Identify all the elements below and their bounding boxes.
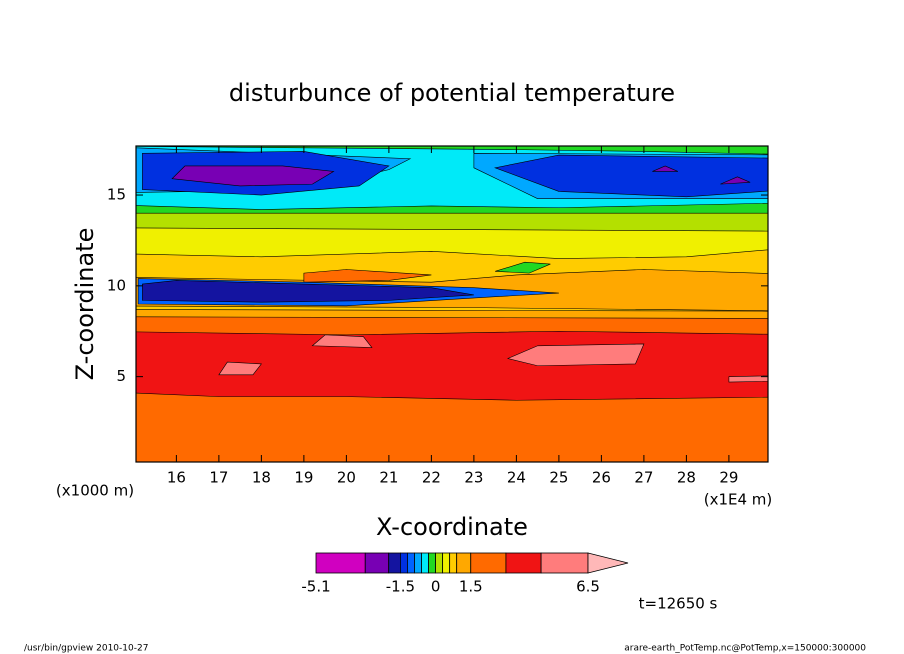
x-tick-label: 24 bbox=[507, 469, 526, 487]
colorbar-box bbox=[407, 552, 415, 574]
colorbar-label: 6.5 bbox=[576, 578, 600, 596]
y-tick-label: 15 bbox=[107, 186, 126, 204]
colorbar-box bbox=[364, 552, 390, 574]
y-tick-label: 10 bbox=[107, 276, 126, 294]
x-tick-label: 26 bbox=[592, 469, 611, 487]
contour-region bbox=[506, 343, 645, 367]
contour-region bbox=[136, 330, 768, 401]
footer-left: /usr/bin/gpview 2010-10-27 bbox=[24, 644, 148, 654]
colorbar-box bbox=[505, 552, 542, 574]
x-tick-label: 17 bbox=[209, 469, 228, 487]
colorbar-box bbox=[400, 552, 408, 574]
x-tick-label: 22 bbox=[422, 469, 441, 487]
contour-region bbox=[142, 280, 474, 303]
x-tick-label: 19 bbox=[294, 469, 313, 487]
colorbar-box bbox=[456, 552, 472, 574]
x-tick-label: 28 bbox=[677, 469, 696, 487]
y-tick-label: 5 bbox=[116, 367, 126, 385]
x-axis-label: X-coordinate bbox=[376, 513, 528, 541]
contour-region bbox=[495, 261, 551, 274]
x-tick-label: 20 bbox=[337, 469, 356, 487]
y-axis-label: Z-coordinate bbox=[71, 228, 99, 381]
x-tick-label: 23 bbox=[464, 469, 483, 487]
colorbar-box bbox=[470, 552, 507, 574]
contour-region bbox=[652, 165, 679, 172]
colorbar-box bbox=[428, 552, 436, 574]
contour-region bbox=[171, 165, 335, 187]
contour-region bbox=[303, 269, 432, 283]
colorbar-box bbox=[315, 552, 366, 574]
x-tick-label: 18 bbox=[252, 469, 271, 487]
colorbar-label: 1.5 bbox=[459, 578, 483, 596]
colorbar-extension bbox=[587, 552, 629, 574]
colorbar-box bbox=[435, 552, 444, 574]
contour-region bbox=[728, 375, 768, 383]
y-unit: (x1000 m) bbox=[56, 482, 134, 500]
colorbar-box bbox=[414, 552, 422, 574]
contour-region bbox=[218, 361, 262, 376]
colorbar-label: -5.1 bbox=[301, 578, 330, 596]
footer-right: arare-earth_PotTemp.nc@PotTemp,x=150000:… bbox=[624, 644, 866, 654]
plot-frame bbox=[135, 145, 769, 463]
x-tick-label: 16 bbox=[167, 469, 186, 487]
colorbar-box bbox=[540, 552, 589, 574]
colorbar-box bbox=[442, 552, 451, 574]
colorbar-box bbox=[449, 552, 458, 574]
contour-field bbox=[136, 146, 768, 462]
colorbar-box bbox=[388, 552, 401, 574]
time-label: t=12650 s bbox=[639, 595, 718, 613]
chart-title: disturbunce of potential temperature bbox=[229, 79, 675, 107]
colorbar-box bbox=[421, 552, 429, 574]
contour-region bbox=[311, 334, 373, 348]
x-unit: (x1E4 m) bbox=[704, 491, 773, 509]
x-tick-label: 29 bbox=[719, 469, 738, 487]
x-tick-label: 25 bbox=[549, 469, 568, 487]
colorbar-label: 0 bbox=[431, 578, 441, 596]
contour-region bbox=[720, 176, 751, 185]
x-tick-label: 27 bbox=[634, 469, 653, 487]
colorbar-label: -1.5 bbox=[386, 578, 415, 596]
x-tick-label: 21 bbox=[379, 469, 398, 487]
contour-region bbox=[494, 154, 768, 198]
